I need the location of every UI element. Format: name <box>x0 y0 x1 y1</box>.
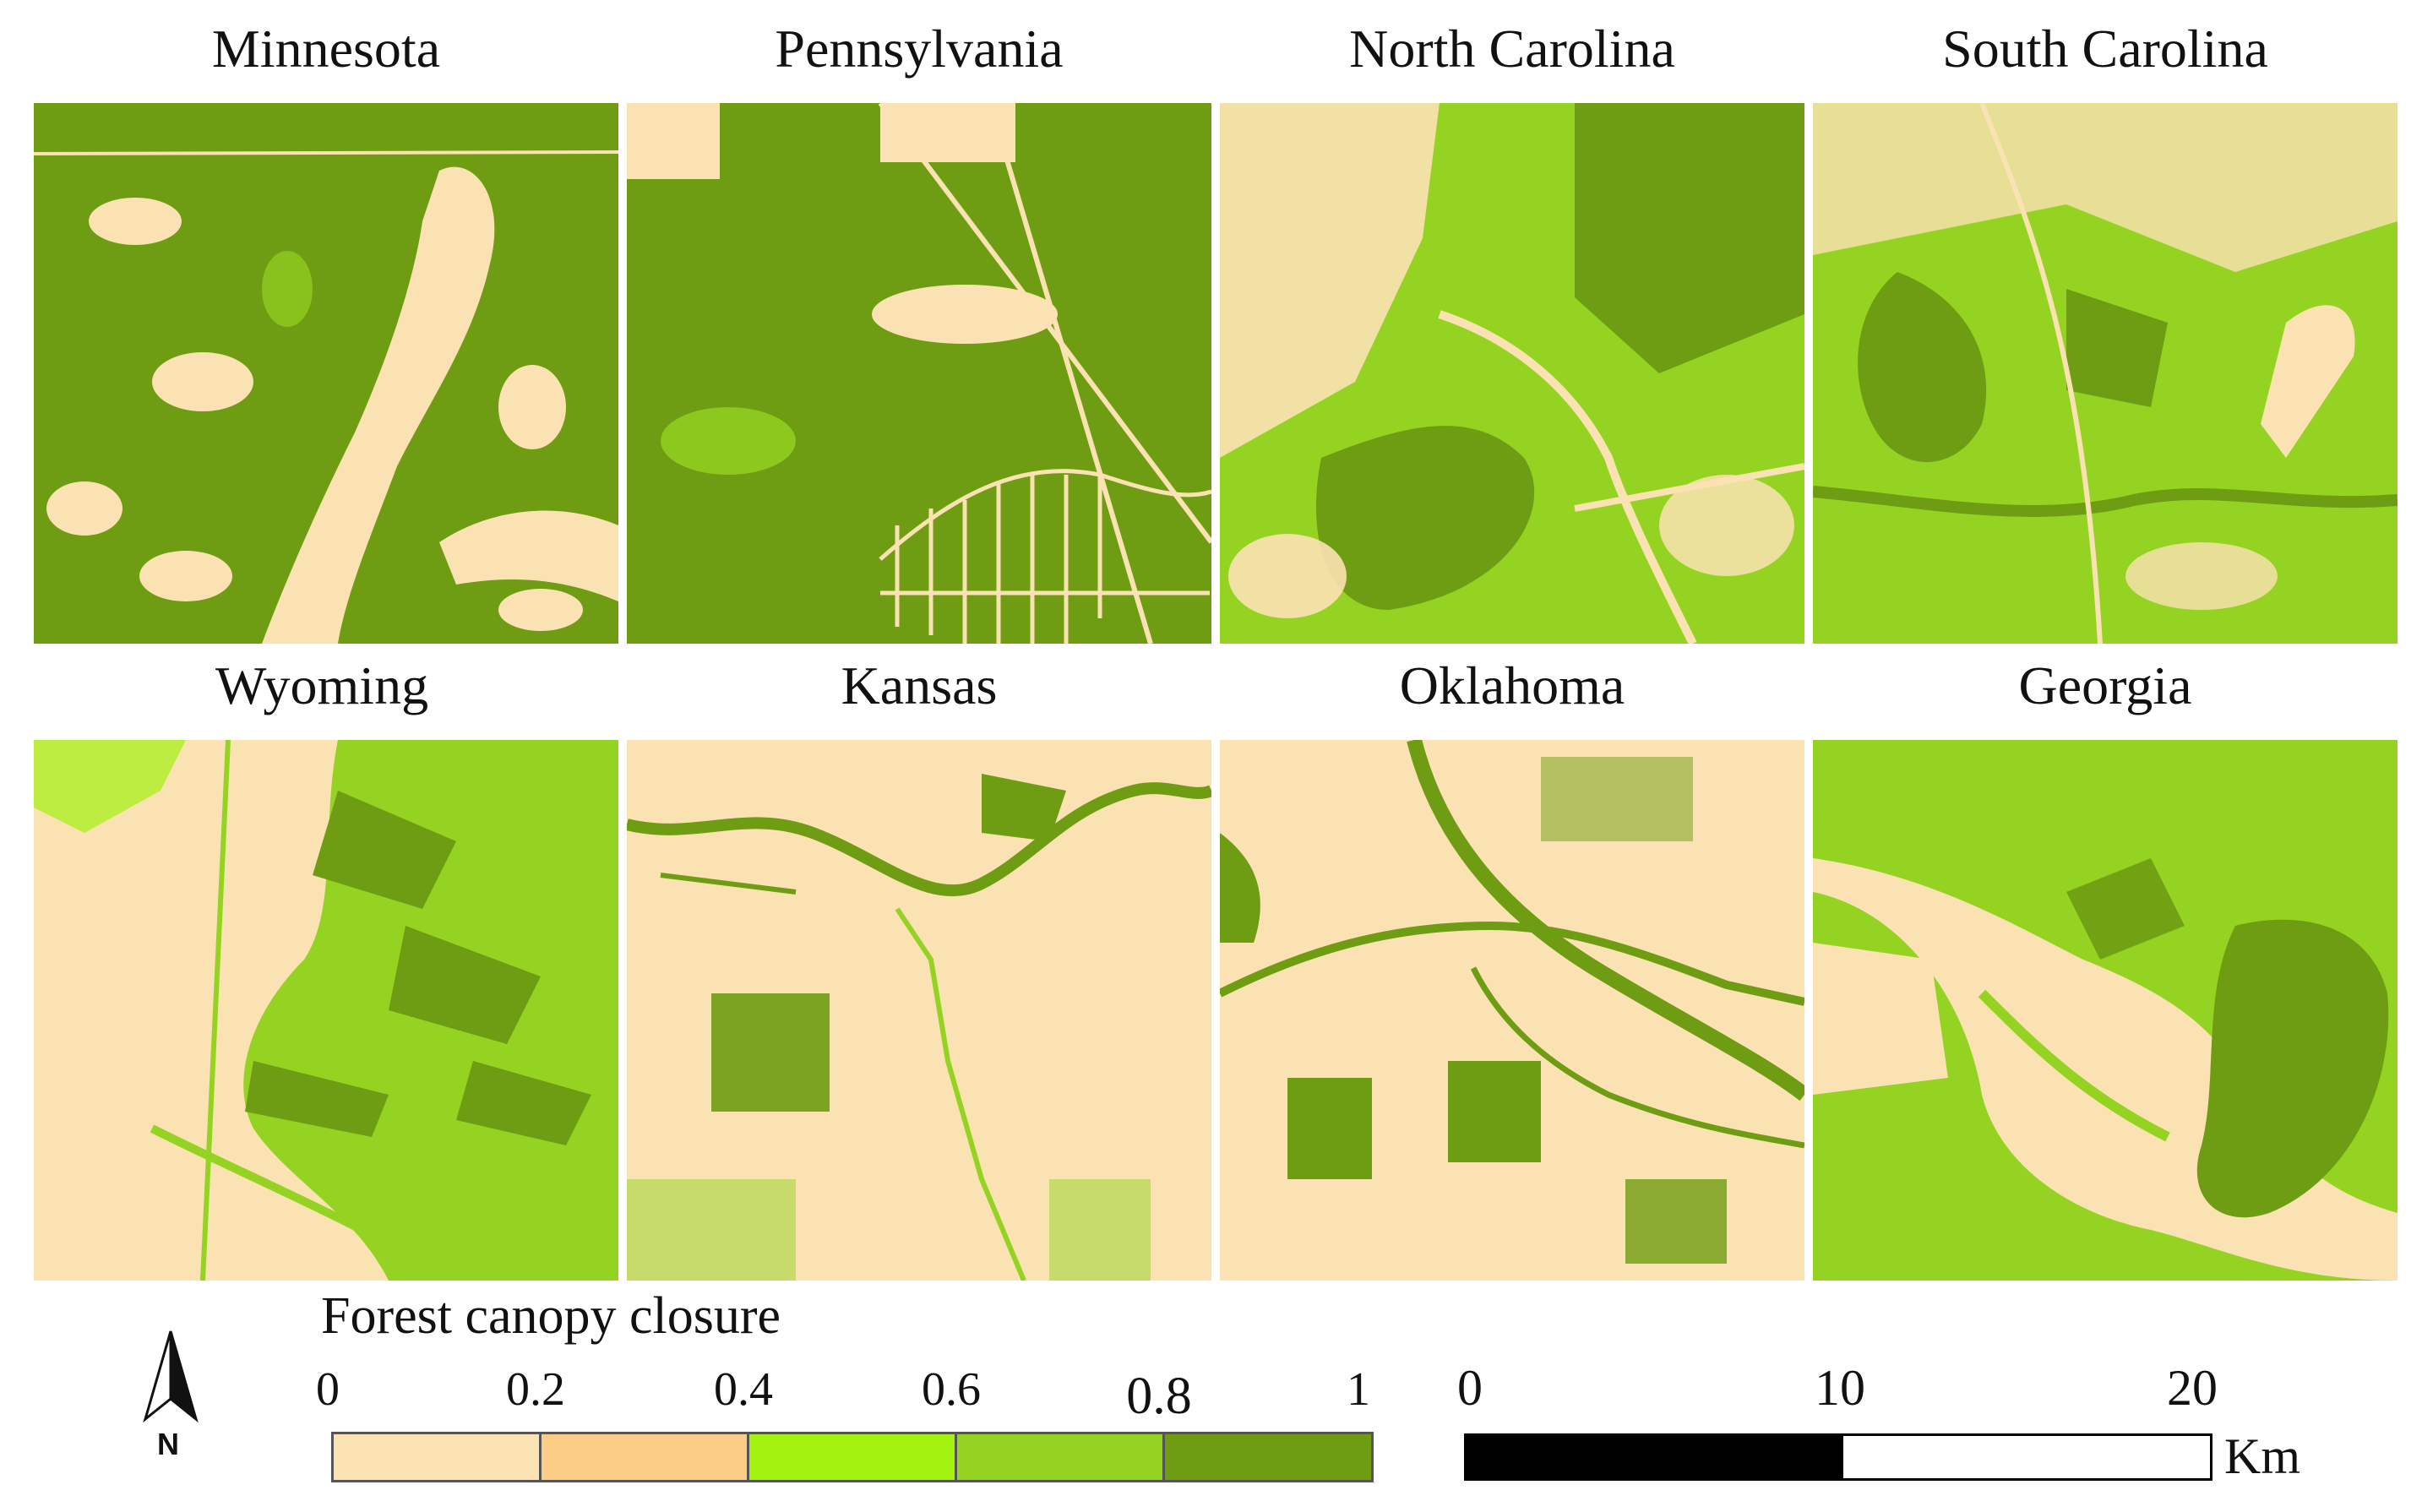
north-arrow-label: N <box>157 1427 179 1461</box>
scale-bar-segment-white <box>1841 1433 2212 1481</box>
map-panel-south-carolina <box>1813 103 2398 644</box>
panel-title-minnesota: Minnesota <box>211 19 441 79</box>
legend-bin-0.4-0.6 <box>747 1432 958 1482</box>
panel-title-wyoming: Wyoming <box>215 655 429 715</box>
scale-tick-0: 0 <box>1457 1360 1483 1416</box>
panel-title-kansas: Kansas <box>841 655 998 715</box>
legend-tick-0.2: 0.2 <box>506 1363 565 1416</box>
legend-bin-0-0.2 <box>331 1432 542 1482</box>
map-panel-wyoming <box>34 740 618 1281</box>
legend-bin-0.8-1 <box>1162 1432 1374 1482</box>
map-panel-pennsylvania <box>627 103 1211 644</box>
scale-bar-unit: Km <box>2224 1428 2300 1484</box>
legend-tick-0.8: 0.8 <box>1126 1368 1192 1425</box>
map-panel-oklahoma <box>1220 740 1804 1281</box>
legend-tick-1: 1 <box>1347 1363 1370 1416</box>
panel-title-south-carolina: South Carolina <box>1942 19 2268 79</box>
map-panel-kansas <box>627 740 1211 1281</box>
legend-tick-0.4: 0.4 <box>714 1363 773 1416</box>
scale-tick-10: 10 <box>1815 1360 1865 1416</box>
legend-bin-0.6-0.8 <box>955 1432 1166 1482</box>
scale-bar-segment-black <box>1464 1433 1841 1481</box>
panel-title-georgia: Georgia <box>2018 655 2192 715</box>
map-panel-georgia <box>1813 740 2398 1281</box>
legend-tick-0: 0 <box>316 1363 340 1416</box>
legend-title: Forest canopy closure <box>321 1287 781 1345</box>
map-panel-minnesota <box>34 103 618 644</box>
legend-tick-0.6: 0.6 <box>922 1363 981 1416</box>
legend-bin-0.2-0.4 <box>539 1432 750 1482</box>
panel-title-oklahoma: Oklahoma <box>1399 655 1625 715</box>
north-arrow-icon <box>143 1330 199 1423</box>
scale-tick-20: 20 <box>2167 1360 2218 1416</box>
panel-title-north-carolina: North Carolina <box>1349 19 1675 79</box>
panel-title-pennsylvania: Pennsylvania <box>775 19 1064 79</box>
map-panel-north-carolina <box>1220 103 1804 644</box>
